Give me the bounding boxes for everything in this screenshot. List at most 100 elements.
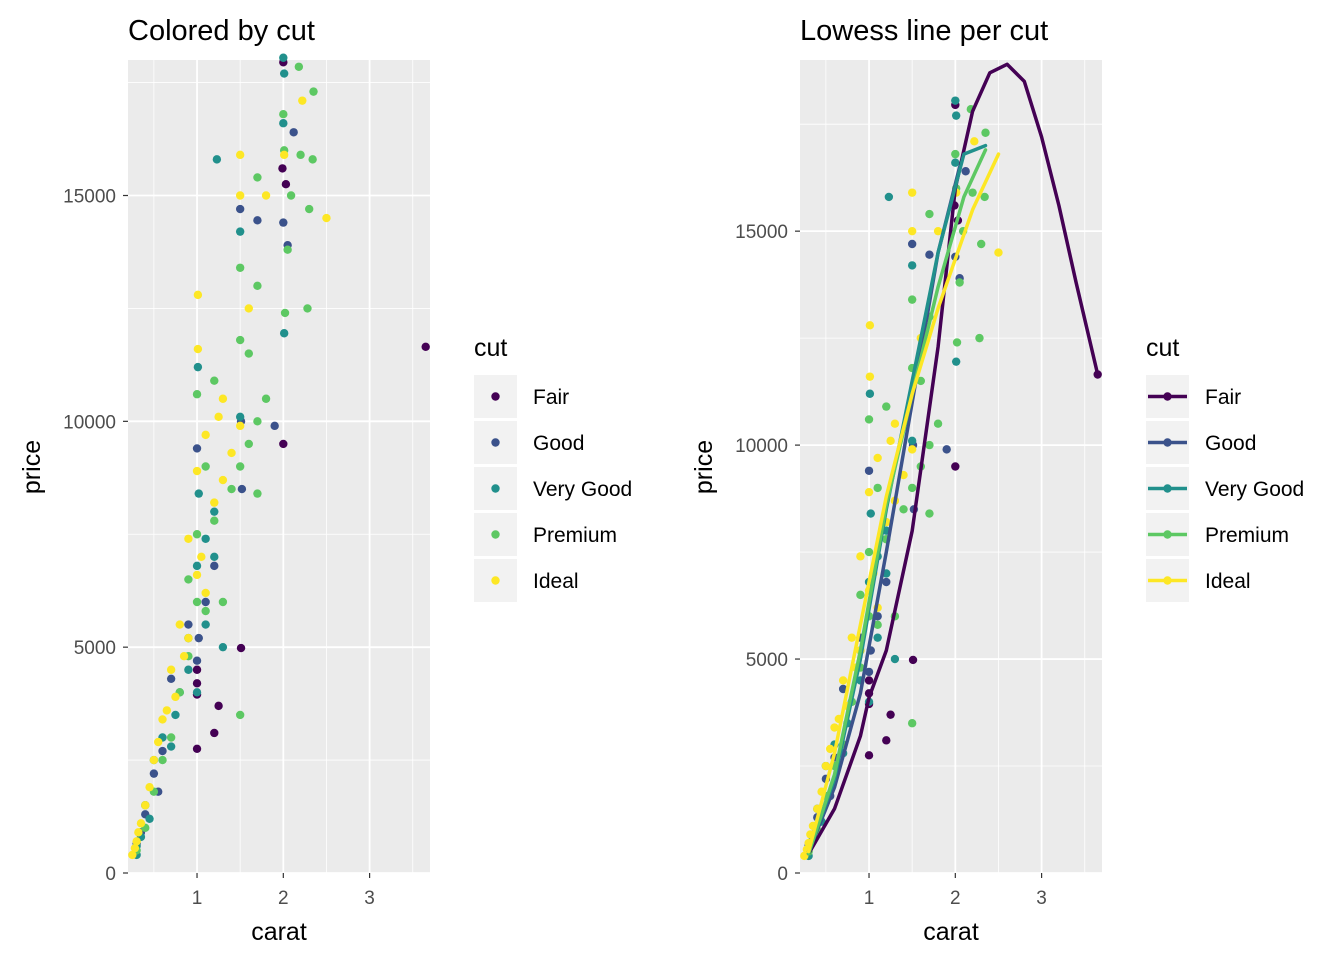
- data-point-good: [279, 218, 288, 227]
- legend-point-very-good: [1163, 484, 1172, 493]
- right-chart-title: Lowess line per cut: [800, 15, 1048, 47]
- right-tick-labels: 1 2 3 0 5000 10000 15000: [735, 222, 1047, 909]
- data-point-good: [210, 561, 219, 571]
- data-point-good: [925, 250, 934, 259]
- data-point-premium: [907, 483, 917, 493]
- left-legend: cut Fair Good Very Good Premium Ideal: [474, 334, 632, 602]
- data-point-ideal: [132, 837, 141, 846]
- data-point-premium: [286, 191, 296, 200]
- y-tick-label: 0: [777, 864, 788, 885]
- data-point-premium: [294, 62, 304, 71]
- data-point-very-good: [951, 96, 960, 105]
- x-tick-label: 2: [278, 888, 289, 909]
- data-point-fair: [279, 439, 288, 449]
- data-point-fair: [281, 180, 291, 189]
- data-point-very-good: [873, 633, 882, 642]
- data-point-fair: [278, 164, 287, 173]
- data-point-very-good: [212, 155, 222, 164]
- data-point-ideal: [907, 226, 917, 236]
- data-point-ideal: [800, 851, 809, 861]
- data-point-fair: [192, 665, 202, 674]
- data-point-fair: [864, 676, 874, 685]
- data-point-premium: [235, 462, 245, 471]
- data-point-premium: [864, 415, 874, 424]
- data-point-ideal: [145, 782, 154, 792]
- left-grid: [128, 60, 430, 874]
- data-point-premium: [980, 192, 989, 202]
- x-tick-label: 2: [950, 888, 961, 909]
- data-point-premium: [192, 530, 202, 539]
- data-point-premium: [907, 719, 917, 728]
- data-point-premium: [244, 349, 253, 358]
- data-point-premium: [253, 489, 262, 498]
- data-point-ideal: [218, 394, 228, 403]
- data-point-premium: [235, 263, 245, 272]
- data-point-ideal: [166, 665, 176, 674]
- data-point-good: [235, 204, 245, 214]
- legend-point-good: [1163, 438, 1172, 447]
- data-point-ideal: [179, 652, 189, 661]
- data-point-very-good: [865, 389, 875, 398]
- x-tick-label: 3: [1036, 888, 1047, 909]
- data-point-ideal: [970, 137, 979, 146]
- data-point-very-good: [907, 436, 917, 446]
- data-point-very-good: [166, 742, 176, 751]
- data-point-ideal: [134, 828, 143, 837]
- data-point-ideal: [193, 290, 203, 300]
- data-point-ideal: [193, 344, 203, 354]
- data-point-ideal: [154, 737, 163, 747]
- data-point-ideal: [838, 676, 848, 685]
- left-tick-labels: 1 2 3 0 5000 10000 15000: [63, 187, 375, 910]
- legend-title: cut: [474, 334, 507, 362]
- data-point-ideal: [149, 755, 159, 765]
- data-point-ideal: [184, 534, 193, 543]
- legend-label-good: Good: [533, 432, 584, 455]
- data-point-ideal: [865, 321, 875, 330]
- data-point-fair: [192, 679, 202, 688]
- data-point-premium: [253, 281, 262, 291]
- legend-label-good: Good: [1205, 432, 1256, 455]
- data-point-very-good: [210, 552, 219, 562]
- data-point-ideal: [184, 633, 193, 643]
- legend-label-ideal: Ideal: [533, 570, 579, 593]
- legend-label-ideal: Ideal: [1205, 570, 1251, 593]
- data-point-very-good: [194, 489, 203, 498]
- data-point-ideal: [227, 448, 236, 458]
- data-point-premium: [244, 439, 253, 449]
- data-point-very-good: [210, 507, 219, 516]
- legend-point-very-good: [491, 484, 500, 493]
- data-point-fair: [192, 744, 202, 753]
- right-x-axis-title: carat: [923, 918, 979, 946]
- data-point-ideal: [130, 843, 140, 853]
- data-point-good: [194, 633, 203, 643]
- lowess-line-fair: [806, 62, 1100, 856]
- data-point-fair: [864, 751, 874, 760]
- data-point-premium: [907, 295, 917, 304]
- right-chart: Lowess line per cut 1 2 3 0 5000 10000 15000 c…: [690, 15, 1304, 946]
- data-point-very-good: [890, 654, 900, 664]
- data-point-premium: [981, 128, 990, 137]
- data-point-premium: [882, 402, 891, 411]
- data-point-premium: [864, 547, 874, 557]
- data-point-ideal: [175, 620, 184, 629]
- data-point-ideal: [994, 248, 1003, 257]
- data-point-very-good: [192, 688, 202, 697]
- data-point-ideal: [197, 552, 206, 562]
- data-point-premium: [158, 755, 167, 765]
- x-tick-label: 1: [864, 888, 875, 909]
- data-point-good: [907, 239, 917, 249]
- data-point-ideal: [218, 475, 228, 485]
- left-x-axis-title: carat: [251, 918, 307, 946]
- left-chart-title: Colored by cut: [128, 15, 315, 47]
- data-point-premium: [925, 440, 934, 450]
- data-point-fair: [236, 643, 246, 653]
- data-point-very-good: [951, 158, 960, 167]
- data-point-premium: [280, 308, 290, 318]
- data-point-premium: [925, 509, 934, 518]
- left-plot-area: [128, 60, 430, 873]
- data-point-good: [158, 746, 167, 756]
- data-point-ideal: [235, 150, 245, 160]
- data-point-very-good: [279, 119, 288, 128]
- data-point-ideal: [171, 692, 180, 702]
- data-point-premium: [975, 333, 984, 343]
